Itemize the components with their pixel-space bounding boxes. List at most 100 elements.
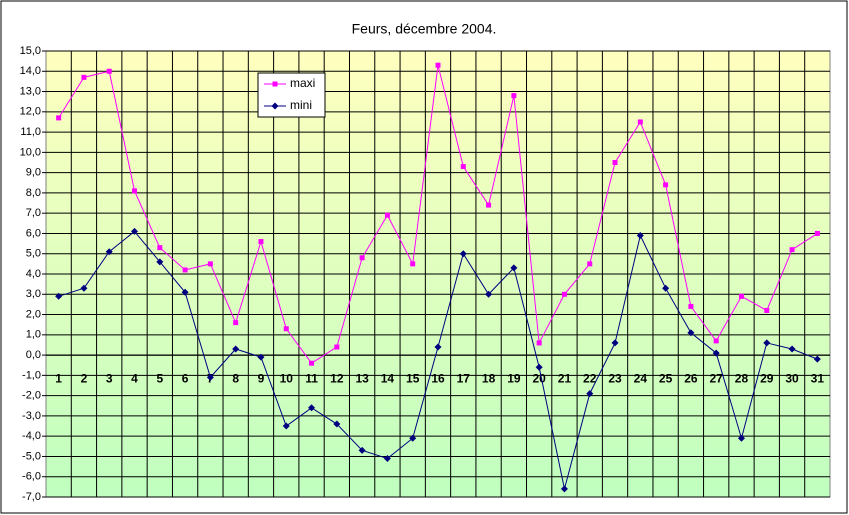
y-tick-label: -4,0 xyxy=(22,430,41,442)
point xyxy=(485,290,493,298)
point xyxy=(384,212,390,218)
legend-marker xyxy=(272,81,278,87)
point xyxy=(511,93,517,99)
point xyxy=(663,182,669,188)
x-tick-label: 2 xyxy=(81,371,88,385)
y-tick-label: 9,0 xyxy=(26,167,41,179)
point xyxy=(612,160,618,165)
y-tick-label: 0,0 xyxy=(26,349,41,361)
y-tick-label: -6,0 xyxy=(22,471,41,483)
point xyxy=(662,284,670,292)
x-tick-label: 31 xyxy=(811,371,825,385)
x-tick-label: 22 xyxy=(583,371,597,385)
x-tick-label: 20 xyxy=(532,371,546,385)
point xyxy=(157,245,163,251)
point xyxy=(814,230,820,236)
x-tick-label: 18 xyxy=(482,371,496,385)
y-tick-label: 13,0 xyxy=(20,85,41,97)
point xyxy=(687,329,695,337)
legend: maxi mini xyxy=(257,72,326,118)
point xyxy=(56,115,62,121)
point xyxy=(560,485,568,493)
point xyxy=(410,261,416,267)
point xyxy=(409,434,417,442)
point xyxy=(181,288,189,296)
point xyxy=(308,404,316,412)
y-tick-label: -5,0 xyxy=(22,450,41,462)
y-tick-label: 10,0 xyxy=(20,146,41,158)
point xyxy=(105,248,113,256)
y-tick-label: -1,0 xyxy=(22,369,41,381)
x-tick-label: 4 xyxy=(131,371,138,385)
x-tick-label: 19 xyxy=(507,371,521,385)
point xyxy=(383,454,391,462)
point xyxy=(712,349,720,357)
x-tick-label: 30 xyxy=(785,371,799,385)
x-tick-label: 10 xyxy=(280,371,294,385)
point xyxy=(459,250,467,258)
point xyxy=(55,292,63,300)
point xyxy=(789,247,795,253)
point xyxy=(106,68,112,74)
x-tick-label: 21 xyxy=(558,371,572,385)
x-tick-label: 17 xyxy=(457,371,471,385)
chart-title: Feurs, décembre 2004. xyxy=(352,21,497,37)
point xyxy=(282,422,290,430)
legend-label: mini xyxy=(290,98,312,112)
x-tick-label: 25 xyxy=(659,371,673,385)
point xyxy=(334,344,340,350)
y-tick-label: 4,0 xyxy=(26,268,41,280)
point xyxy=(333,420,341,428)
y-tick-label: 8,0 xyxy=(26,187,41,199)
point xyxy=(611,339,619,347)
y-tick-label: 3,0 xyxy=(26,288,41,300)
y-tick-label: 12,0 xyxy=(20,106,41,118)
y-tick-label: 2,0 xyxy=(26,308,41,320)
point xyxy=(738,293,744,299)
point xyxy=(536,340,542,346)
legend-marker xyxy=(271,102,279,110)
y-tick-label: 5,0 xyxy=(26,248,41,260)
point xyxy=(233,320,239,326)
point xyxy=(206,373,214,381)
x-tick-label: 14 xyxy=(381,371,395,385)
x-tick-label: 26 xyxy=(684,371,698,385)
point xyxy=(486,202,492,208)
point xyxy=(132,188,138,194)
legend-box xyxy=(257,72,326,118)
point xyxy=(535,363,543,371)
point xyxy=(434,343,442,351)
point xyxy=(764,307,770,313)
y-tick-label: 11,0 xyxy=(20,126,41,138)
point xyxy=(813,355,821,363)
x-tick-label: 12 xyxy=(330,371,344,385)
x-tick-label: 13 xyxy=(355,371,369,385)
point xyxy=(182,267,188,273)
x-tick-label: 5 xyxy=(156,371,163,385)
x-tick-label: 8 xyxy=(232,371,239,385)
point xyxy=(207,261,213,267)
point xyxy=(636,231,644,239)
y-tick-label: -7,0 xyxy=(22,491,41,503)
y-tick-label: 7,0 xyxy=(26,207,41,219)
point xyxy=(561,291,567,297)
point xyxy=(587,261,593,267)
point xyxy=(258,239,264,245)
point xyxy=(688,303,694,309)
x-tick-label: 16 xyxy=(431,371,445,385)
point xyxy=(460,164,466,170)
x-tick-label: 29 xyxy=(760,371,774,385)
legend-label: maxi xyxy=(290,76,315,90)
x-tick-label: 1 xyxy=(55,371,62,385)
x-tick-label: 24 xyxy=(634,371,648,385)
point xyxy=(81,74,87,80)
x-tick-label: 15 xyxy=(406,371,420,385)
point xyxy=(232,345,240,353)
point xyxy=(510,264,518,272)
y-tick-label: 6,0 xyxy=(26,227,41,239)
y-tick-label: 14,0 xyxy=(20,65,41,77)
point xyxy=(257,353,265,361)
x-tick-label: 23 xyxy=(608,371,622,385)
point xyxy=(586,390,594,398)
